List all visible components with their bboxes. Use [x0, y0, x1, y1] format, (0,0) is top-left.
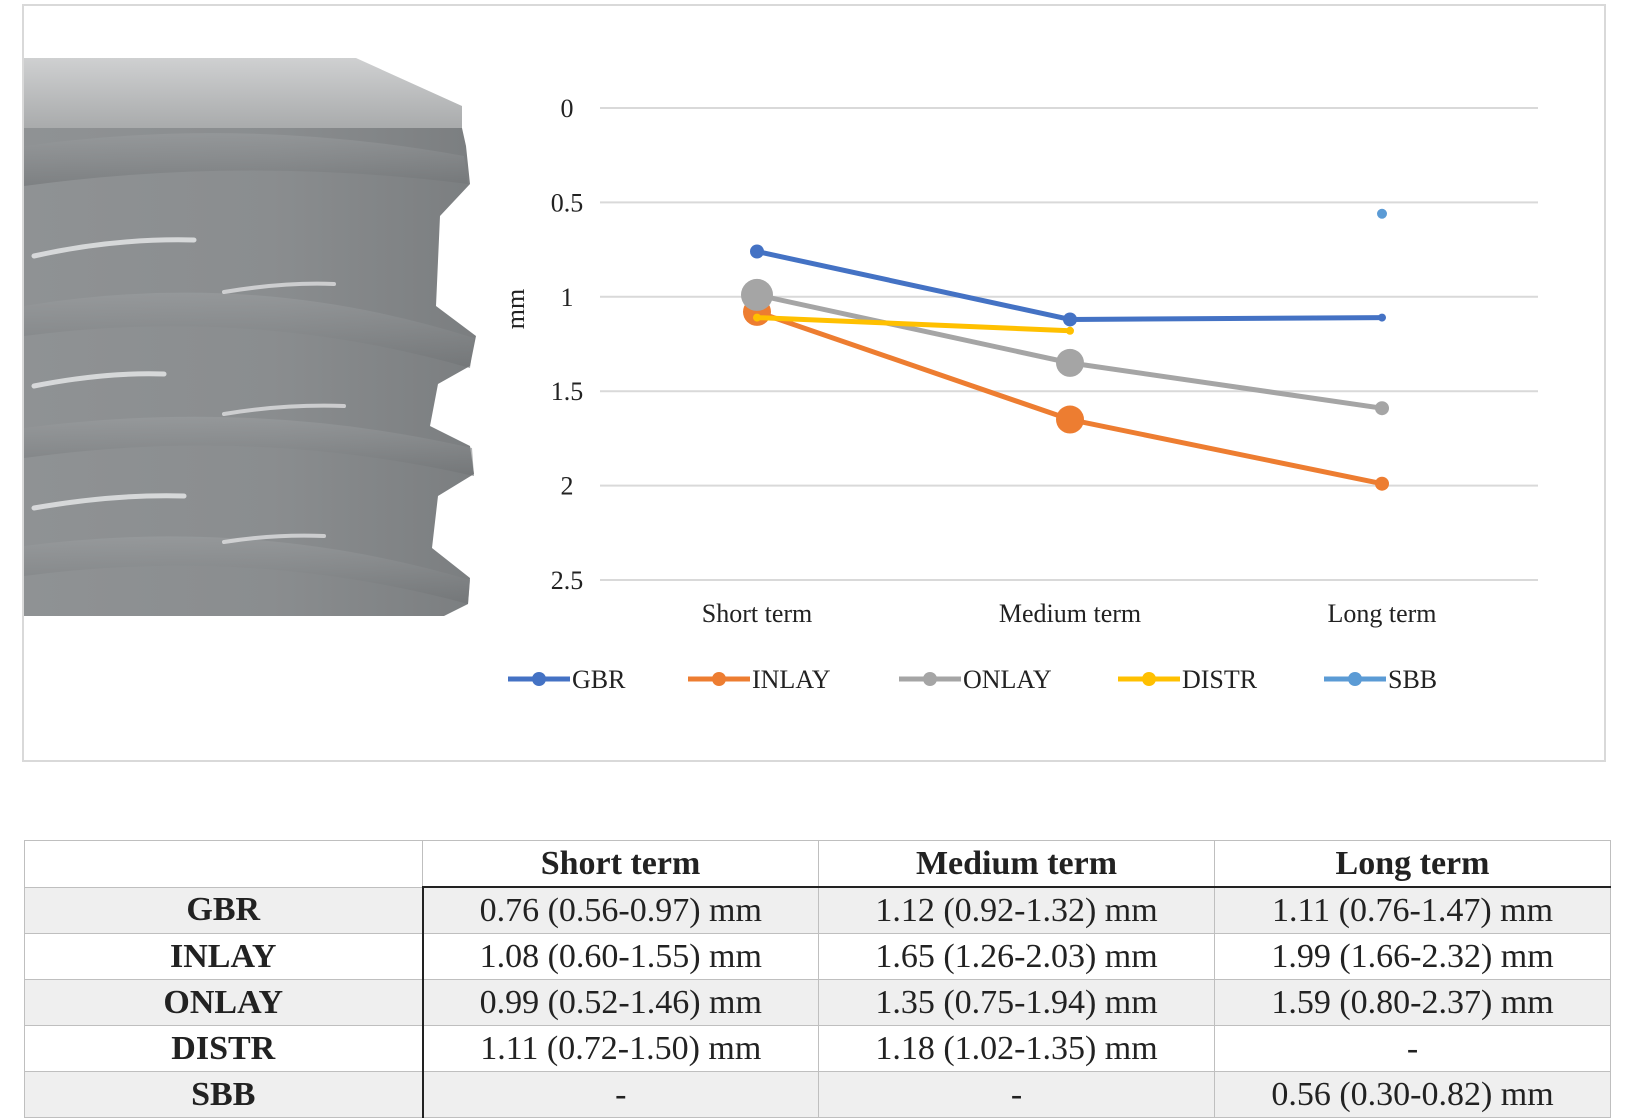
table-row: GBR 0.76 (0.56-0.97) mm 1.12 (0.92-1.32)… — [24, 886, 1611, 934]
table-header-medium-term: Medium term — [818, 840, 1215, 888]
series-sbb — [1377, 208, 1387, 219]
data-point — [750, 244, 764, 259]
table-header-long-term: Long term — [1214, 840, 1611, 888]
data-point — [1056, 405, 1084, 434]
legend: GBR INLAY ONLAY DISTR SBB — [508, 665, 1437, 694]
y-tick-label: 0.5 — [551, 188, 584, 217]
table-header-short-term: Short term — [422, 840, 819, 888]
series-line — [756, 249, 1383, 322]
data-point — [753, 313, 761, 322]
legend-label: GBR — [572, 665, 626, 694]
y-tick-labels: 0 0.5 1 1.5 2 2.5 — [551, 94, 584, 595]
table-cell: 1.08 (0.60-1.55) mm — [422, 933, 819, 980]
y-tick-label: 1.5 — [551, 377, 584, 406]
legend-marker — [532, 672, 546, 686]
y-tick-label: 0 — [561, 94, 574, 123]
data-point — [1378, 313, 1386, 322]
table-cell: 0.76 (0.56-0.97) mm — [422, 886, 819, 934]
legend-item-gbr: GBR — [508, 665, 626, 694]
y-tick-label: 1 — [561, 283, 574, 312]
row-label: GBR — [24, 886, 424, 934]
row-label: SBB — [24, 1071, 424, 1118]
table-row: SBB - - 0.56 (0.30-0.82) mm — [24, 1071, 1611, 1118]
x-tick-label: Short term — [702, 599, 813, 628]
legend-label: INLAY — [752, 665, 831, 694]
legend-item-inlay: INLAY — [688, 665, 831, 694]
data-point — [1375, 476, 1389, 491]
table-cell: 1.12 (0.92-1.32) mm — [818, 886, 1215, 934]
legend-item-distr: DISTR — [1118, 665, 1258, 694]
table-header-corner — [24, 840, 423, 888]
legend-label: SBB — [1388, 665, 1437, 694]
y-axis-label: mm — [501, 289, 530, 329]
table-cell: - — [422, 1071, 819, 1118]
y-tick-label: 2.5 — [551, 566, 584, 595]
implant-ridge-2 — [24, 292, 474, 368]
x-tick-label: Medium term — [999, 599, 1141, 628]
row-label: DISTR — [24, 1025, 424, 1072]
y-tick-label: 2 — [561, 472, 574, 501]
x-tick-label: Long term — [1327, 599, 1436, 628]
chart-frame: 0 0.5 1 1.5 2 2.5 Short term Medium term Long t… — [22, 4, 1606, 762]
table-cell: 1.11 (0.76-1.47) mm — [1214, 886, 1611, 934]
series-layer — [741, 208, 1389, 491]
legend-marker — [712, 672, 726, 686]
legend-marker — [1142, 672, 1156, 686]
implant-highlight-2 — [222, 281, 336, 294]
series-onlay — [741, 278, 1389, 416]
implant-ridge-4 — [24, 536, 470, 604]
table-row: ONLAY 0.99 (0.52-1.46) mm 1.35 (0.75-1.9… — [24, 979, 1611, 1026]
series-line — [756, 309, 1383, 487]
table-cell: 1.59 (0.80-2.37) mm — [1214, 979, 1611, 1026]
implant-highlight-6 — [222, 533, 326, 544]
implant-highlight-4 — [222, 403, 346, 416]
legend-marker — [923, 672, 937, 686]
implant-highlight-5 — [31, 493, 187, 511]
data-table: Short term Medium term Long term GBR 0.7… — [24, 840, 1611, 1118]
data-point — [1063, 312, 1077, 327]
row-label: ONLAY — [24, 979, 424, 1026]
table-cell: 0.99 (0.52-1.46) mm — [422, 979, 819, 1026]
table-header-row: Short term Medium term Long term — [24, 840, 1611, 888]
grid-layer — [600, 107, 1538, 581]
implant-highlight-1 — [31, 237, 197, 259]
implant-ridge-3 — [24, 416, 474, 476]
implant-thread-image — [24, 58, 476, 616]
legend-label: ONLAY — [963, 665, 1052, 694]
implant-ridge-1 — [24, 133, 468, 186]
data-point — [1377, 208, 1387, 219]
x-tick-labels: Short term Medium term Long term — [702, 599, 1437, 628]
table-cell: 1.99 (1.66-2.32) mm — [1214, 933, 1611, 980]
table-cell: - — [818, 1071, 1215, 1118]
table-cell: 1.11 (0.72-1.50) mm — [422, 1025, 819, 1072]
data-point — [1056, 348, 1084, 377]
legend-item-sbb: SBB — [1324, 665, 1437, 694]
legend-label: DISTR — [1182, 665, 1258, 694]
table-cell: - — [1214, 1025, 1611, 1072]
series-gbr — [750, 244, 1386, 327]
table-cell: 1.18 (1.02-1.35) mm — [818, 1025, 1215, 1072]
table-cell: 1.65 (1.26-2.03) mm — [818, 933, 1215, 980]
series-distr — [753, 313, 1074, 335]
row-label: INLAY — [24, 933, 424, 980]
legend-marker — [1348, 672, 1362, 686]
series-line — [756, 315, 1071, 334]
implant-collar — [24, 58, 462, 128]
table-row: DISTR 1.11 (0.72-1.50) mm 1.18 (1.02-1.3… — [24, 1025, 1611, 1072]
implant-highlight-3 — [31, 371, 167, 389]
table-cell: 0.56 (0.30-0.82) mm — [1214, 1071, 1611, 1118]
data-point — [1375, 401, 1389, 416]
chart-svg: 0 0.5 1 1.5 2 2.5 Short term Medium term Long t… — [24, 58, 1538, 694]
data-point — [1066, 326, 1074, 335]
table-row: INLAY 1.08 (0.60-1.55) mm 1.65 (1.26-2.0… — [24, 933, 1611, 980]
table-cell: 1.35 (0.75-1.94) mm — [818, 979, 1215, 1026]
data-point — [741, 278, 773, 311]
legend-item-onlay: ONLAY — [899, 665, 1052, 694]
